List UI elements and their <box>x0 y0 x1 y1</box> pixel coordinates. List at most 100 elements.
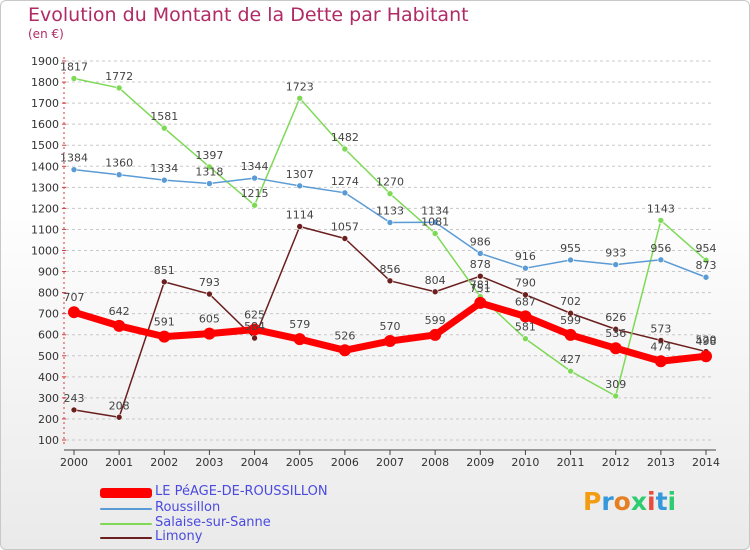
data-point-limony <box>296 223 304 230</box>
data-label-roussillon: 986 <box>470 235 491 248</box>
data-label-salaise-sur-sanne: 1143 <box>647 202 675 215</box>
data-point-limony <box>160 278 168 286</box>
data-label-limony: 1057 <box>331 220 359 233</box>
data-point-roussillon <box>567 256 574 264</box>
y-tick-label: 1300 <box>31 181 59 194</box>
data-label-le-p-age-de-roussillon: 474 <box>650 340 671 353</box>
y-tick-label: 800 <box>38 287 59 300</box>
data-point-roussillon <box>612 261 620 268</box>
data-point-salaise-sur-sanne <box>160 124 168 132</box>
logo-letter: r <box>601 487 614 516</box>
y-tick-label: 1800 <box>31 76 59 89</box>
y-tick-label: 1000 <box>31 245 59 258</box>
legend-label-salaise: Salaise-sur-Sanne <box>155 515 271 530</box>
data-point-limony <box>431 288 439 296</box>
data-point-salaise-sur-sanne <box>612 392 620 400</box>
y-tick-label: 1700 <box>31 97 59 110</box>
data-point-le-p-age-de-roussillon <box>203 327 216 340</box>
data-point-limony <box>612 325 620 333</box>
y-tick-label: 1100 <box>31 223 59 236</box>
data-label-limony: 702 <box>560 295 581 308</box>
y-tick-label: 1900 <box>31 55 59 68</box>
data-label-salaise-sur-sanne: 954 <box>696 242 717 255</box>
data-label-salaise-sur-sanne: 1482 <box>331 131 359 144</box>
data-point-roussillon <box>115 171 123 178</box>
logo-letter: x <box>630 487 647 516</box>
data-label-limony: 573 <box>650 322 671 335</box>
legend-label-limony: Limony <box>155 529 203 544</box>
data-point-salaise-sur-sanne <box>206 163 213 171</box>
data-label-le-p-age-de-roussillon: 579 <box>289 318 310 331</box>
data-label-roussillon: 1274 <box>331 175 359 188</box>
y-tick-label: 1200 <box>31 202 59 215</box>
data-label-roussillon: 955 <box>560 242 581 255</box>
data-point-le-p-age-de-roussillon <box>293 333 306 346</box>
data-label-roussillon: 933 <box>605 247 626 260</box>
legend-swatch-limony <box>100 537 152 539</box>
data-label-salaise-sur-sanne: 1397 <box>195 149 223 162</box>
logo-letter: P <box>583 487 602 516</box>
y-tick-label: 300 <box>38 392 59 405</box>
data-label-limony: 626 <box>605 311 626 324</box>
y-tick-label: 600 <box>38 329 59 342</box>
data-point-roussillon <box>251 174 258 182</box>
x-tick-label: 2007 <box>376 456 404 469</box>
data-label-roussillon: 1384 <box>60 152 88 165</box>
chart-subtitle: (en €) <box>28 27 64 41</box>
data-point-limony <box>341 235 349 242</box>
data-point-salaise-sur-sanne <box>657 217 665 224</box>
data-point-roussillon <box>206 180 213 187</box>
data-label-roussillon: 1360 <box>105 157 133 170</box>
x-tick-label: 2009 <box>466 456 494 469</box>
data-point-salaise-sur-sanne <box>70 75 78 82</box>
x-tick-label: 2002 <box>150 456 178 469</box>
data-label-salaise-sur-sanne: 1215 <box>241 187 269 200</box>
legend-label-le-peage: LE PéAGE-DE-ROUSSILLON <box>155 484 328 499</box>
data-point-limony <box>476 272 484 280</box>
data-label-salaise-sur-sanne: 309 <box>605 378 626 391</box>
data-label-le-p-age-de-roussillon: 498 <box>696 335 717 348</box>
data-point-roussillon <box>522 264 529 272</box>
data-label-salaise-sur-sanne: 1772 <box>105 70 133 83</box>
data-point-roussillon <box>476 250 484 257</box>
data-point-le-p-age-de-roussillon <box>68 306 80 319</box>
data-label-salaise-sur-sanne: 1081 <box>421 215 449 228</box>
x-tick-label: 2013 <box>647 456 675 469</box>
x-tick-label: 2014 <box>692 456 720 469</box>
data-point-limony <box>386 277 394 285</box>
x-tick-label: 2003 <box>195 456 223 469</box>
data-point-limony <box>251 334 258 342</box>
data-point-roussillon <box>341 189 349 197</box>
data-label-limony: 208 <box>109 399 130 412</box>
logo-letter: i <box>667 487 677 516</box>
data-label-le-p-age-de-roussillon: 599 <box>425 314 446 327</box>
data-label-limony: 1114 <box>286 208 314 221</box>
y-tick-label: 100 <box>38 434 59 447</box>
data-point-roussillon <box>160 176 168 184</box>
data-point-salaise-sur-sanne <box>431 230 439 237</box>
data-label-limony: 793 <box>199 276 220 289</box>
proxiti-logo: Proxiti <box>583 487 676 516</box>
data-label-le-p-age-de-roussillon: 751 <box>470 282 491 295</box>
data-point-le-p-age-de-roussillon <box>519 310 532 323</box>
data-label-roussillon: 873 <box>696 259 717 272</box>
x-tick-label: 2005 <box>286 456 314 469</box>
y-tick-label: 400 <box>38 371 59 384</box>
data-label-le-p-age-de-roussillon: 591 <box>154 316 175 329</box>
data-label-limony: 520 <box>696 334 717 347</box>
data-label-limony: 856 <box>380 263 401 276</box>
data-point-le-p-age-de-roussillon <box>700 350 712 363</box>
data-label-limony: 804 <box>425 274 446 287</box>
data-label-limony: 243 <box>64 392 85 405</box>
data-label-salaise-sur-sanne: 427 <box>560 353 581 366</box>
data-point-le-p-age-de-roussillon <box>429 328 442 341</box>
data-point-limony <box>115 413 123 421</box>
data-point-salaise-sur-sanne <box>702 256 710 264</box>
data-label-le-p-age-de-roussillon: 642 <box>109 305 130 318</box>
data-label-le-p-age-de-roussillon: 707 <box>64 291 85 304</box>
x-tick-label: 2008 <box>421 456 449 469</box>
data-point-salaise-sur-sanne <box>522 335 529 343</box>
x-tick-label: 2011 <box>557 456 585 469</box>
data-point-le-p-age-de-roussillon <box>609 342 622 355</box>
data-point-roussillon <box>702 273 710 281</box>
